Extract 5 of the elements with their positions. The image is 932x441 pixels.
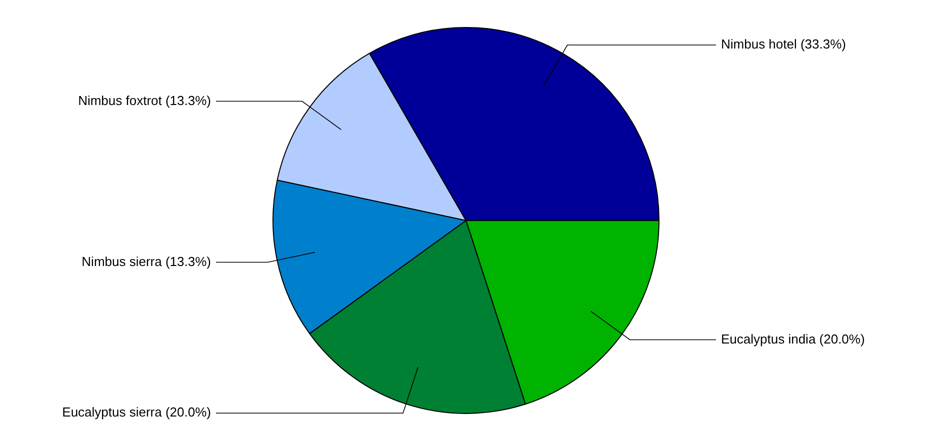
slice-label: Nimbus sierra (13.3%) (82, 254, 211, 269)
slice-label: Eucalyptus sierra (20.0%) (62, 404, 211, 420)
slice-label: Nimbus hotel (33.3%) (721, 36, 846, 52)
slice-label: Eucalyptus india (20.0%) (721, 331, 865, 346)
slice-label: Nimbus foxtrot (13.3%) (78, 92, 211, 108)
